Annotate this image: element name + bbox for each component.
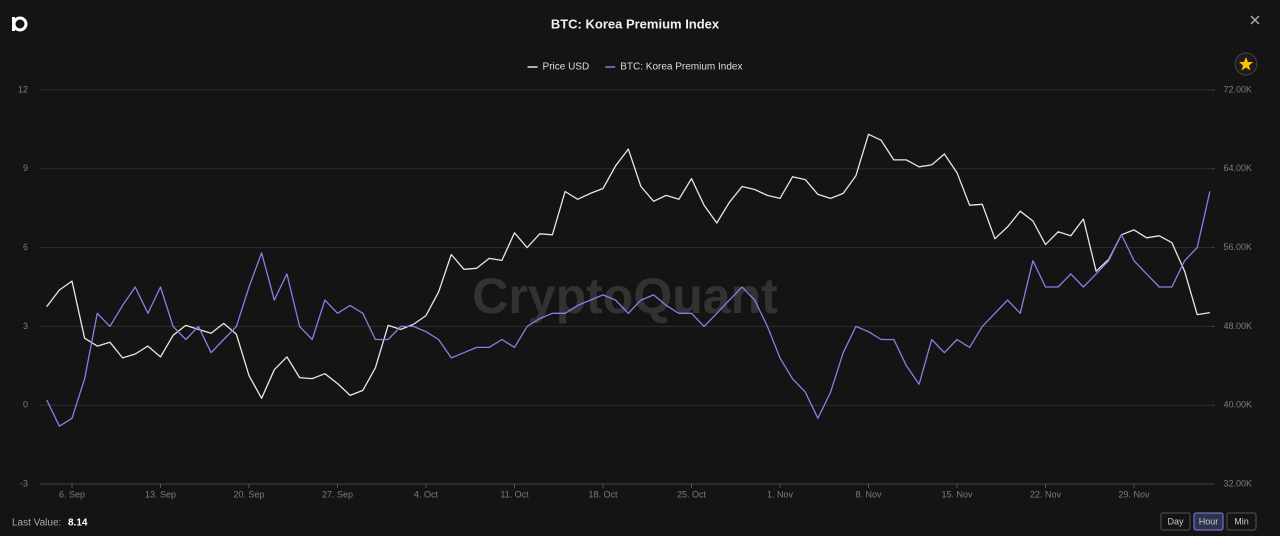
x-tick-label: 15. Nov	[941, 489, 973, 499]
x-tick-label: 27. Sep	[322, 489, 353, 499]
y-tick-label: 12	[18, 84, 28, 94]
x-tick-label: 13. Sep	[145, 489, 176, 499]
range-button[interactable]: Hour	[1193, 512, 1224, 531]
x-tick-label: 8. Nov	[855, 489, 882, 499]
y-tick-label: -3	[20, 478, 28, 488]
close-button[interactable]	[1250, 15, 1260, 25]
y2-tick-label: 64.00K	[1223, 163, 1252, 173]
x-tick-label: 20. Sep	[233, 489, 264, 499]
watermark: CryptoQuant	[472, 268, 778, 324]
legend-label: BTC: Korea Premium Index	[620, 62, 742, 73]
button-label: Min	[1234, 516, 1249, 526]
button-label: Hour	[1199, 516, 1219, 526]
x-tick-label: 25. Oct	[677, 489, 707, 499]
favorite-button[interactable]	[1234, 52, 1258, 76]
button-frame	[1160, 512, 1191, 531]
y2-tick-label: 56.00K	[1223, 242, 1252, 252]
legend-label: Price USD	[543, 62, 590, 73]
series-line	[46, 133, 1211, 399]
legend-item[interactable]: BTC: Korea Premium Index	[605, 62, 742, 73]
y-tick-label: 9	[23, 163, 28, 173]
last-value-label: Last Value:	[12, 518, 61, 529]
logo	[12, 16, 28, 32]
y-tick-label: 6	[23, 242, 28, 252]
range-button[interactable]: Min	[1226, 512, 1257, 531]
x-tick-label: 1. Nov	[767, 489, 794, 499]
range-button[interactable]: Day	[1160, 512, 1191, 531]
button-frame	[1226, 512, 1257, 531]
legend: Price USD BTC: Korea Premium Index	[527, 62, 742, 73]
x-tick-label: 29. Nov	[1118, 489, 1150, 499]
button-frame	[1193, 512, 1224, 531]
series-line	[46, 191, 1211, 427]
y2-tick-label: 40.00K	[1223, 400, 1252, 410]
y2-tick-label: 48.00K	[1223, 321, 1252, 331]
x-tick-label: 4. Oct	[414, 489, 439, 499]
chart-title: BTC: Korea Premium Index	[551, 16, 720, 31]
button-label: Day	[1167, 516, 1184, 526]
y2-tick-label: 72.00K	[1223, 84, 1252, 94]
x-tick-label: 22. Nov	[1030, 489, 1062, 499]
y2-tick-label: 32.00K	[1223, 478, 1252, 488]
x-tick-label: 18. Oct	[588, 489, 618, 499]
x-tick-label: 11. Oct	[500, 489, 529, 499]
y-tick-label: 0	[23, 400, 28, 410]
y-tick-label: 3	[23, 321, 28, 331]
x-tick-label: 6. Sep	[59, 489, 85, 499]
last-value: 8.14	[68, 518, 88, 529]
legend-item[interactable]: Price USD	[527, 62, 590, 73]
